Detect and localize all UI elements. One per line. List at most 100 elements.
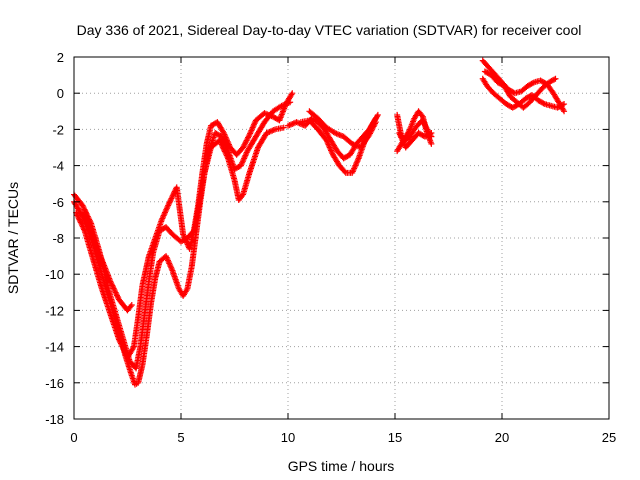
data-point <box>167 198 174 205</box>
data-point <box>77 219 84 226</box>
data-point <box>372 119 379 126</box>
series-track-4 <box>81 207 135 314</box>
x-tick-label: 10 <box>281 430 295 445</box>
series-track-10 <box>396 130 435 151</box>
data-point <box>121 348 128 355</box>
data-point <box>119 343 126 350</box>
data-point <box>169 192 176 199</box>
data-point <box>171 189 178 196</box>
y-tick-labels: -18 -16 -14 -12 -10 -8 -6 -4 -2 0 2 <box>45 50 64 427</box>
data-point <box>529 80 536 87</box>
y-tick-label: -10 <box>45 267 64 282</box>
data-point <box>169 194 176 201</box>
data-point <box>110 285 117 292</box>
data-point <box>73 211 80 218</box>
y-axis-label: SDTVAR / TECUs <box>5 182 21 294</box>
y-tick-label: 0 <box>57 86 64 101</box>
series-track-7 <box>306 108 379 151</box>
data-point <box>559 101 566 108</box>
data-point <box>165 201 172 208</box>
data-point <box>127 303 134 310</box>
chart-title: Day 336 of 2021, Sidereal Day-to-day VTE… <box>77 22 582 38</box>
x-tick-labels: 0 5 10 15 20 25 <box>70 430 616 445</box>
data-point <box>79 223 86 230</box>
data-point <box>81 226 88 233</box>
data-point <box>428 130 435 137</box>
data-point <box>374 111 381 118</box>
x-axis-label: GPS time / hours <box>288 458 395 474</box>
y-tick-label: -12 <box>45 303 64 318</box>
data-point <box>108 281 115 288</box>
data-point <box>167 196 174 203</box>
data-point <box>170 191 177 198</box>
y-tick-label: -4 <box>52 159 64 174</box>
data-point <box>120 346 127 353</box>
x-tick-label: 5 <box>177 430 184 445</box>
data-point <box>561 101 568 108</box>
y-tick-label: -2 <box>52 122 64 137</box>
series-track-3 <box>73 99 294 361</box>
data-point <box>552 75 559 82</box>
data-point <box>112 289 119 296</box>
x-tick-label: 0 <box>70 430 77 445</box>
data-point <box>280 124 287 131</box>
data-point <box>76 216 83 223</box>
data-point <box>168 195 175 202</box>
data-point <box>80 224 87 231</box>
data-point <box>374 113 381 120</box>
data-point <box>116 337 123 344</box>
data-point <box>118 341 125 348</box>
data-point <box>341 168 348 175</box>
x-tick-label: 25 <box>602 430 616 445</box>
y-tick-label: -8 <box>52 231 64 246</box>
data-point <box>427 130 434 137</box>
data-point <box>130 344 137 351</box>
data-point <box>80 203 87 210</box>
data-point <box>288 91 295 98</box>
data-point <box>110 284 117 291</box>
data-point <box>289 90 296 97</box>
axis-ticks <box>73 56 610 420</box>
series-track-13 <box>481 68 559 111</box>
data-point <box>117 340 124 347</box>
data-point <box>113 292 120 299</box>
data-point <box>166 199 173 206</box>
data-point <box>111 288 118 295</box>
y-tick-label: -14 <box>45 340 64 355</box>
data-point <box>109 282 116 289</box>
y-tick-label: -16 <box>45 376 64 391</box>
data-point <box>75 213 82 220</box>
data-point <box>107 278 114 285</box>
data-point <box>121 347 128 354</box>
data-point <box>561 108 568 115</box>
data-point <box>111 286 118 293</box>
data-point <box>428 140 435 147</box>
data-point <box>551 76 558 83</box>
data-point <box>79 222 86 229</box>
x-tick-label: 20 <box>495 430 509 445</box>
data-point <box>165 202 172 209</box>
data-point <box>128 301 135 308</box>
grid-lines <box>74 57 609 419</box>
data-point <box>77 218 84 225</box>
data-point <box>114 293 121 300</box>
data-point <box>287 99 294 106</box>
data-point <box>80 205 87 212</box>
data-point <box>113 290 120 297</box>
data-point <box>74 212 81 219</box>
x-tick-label: 15 <box>388 430 402 445</box>
data-point <box>75 215 82 222</box>
data-point <box>115 336 122 343</box>
y-tick-label: -6 <box>52 195 64 210</box>
y-tick-label: -18 <box>45 412 64 427</box>
data-point <box>117 339 124 346</box>
data-points <box>71 57 568 388</box>
data-point <box>119 344 126 351</box>
data-point <box>79 202 86 209</box>
series-track-6 <box>297 111 381 176</box>
y-tick-label: 2 <box>57 50 64 65</box>
data-point <box>540 100 547 107</box>
data-point <box>78 220 85 227</box>
data-point <box>108 279 115 286</box>
